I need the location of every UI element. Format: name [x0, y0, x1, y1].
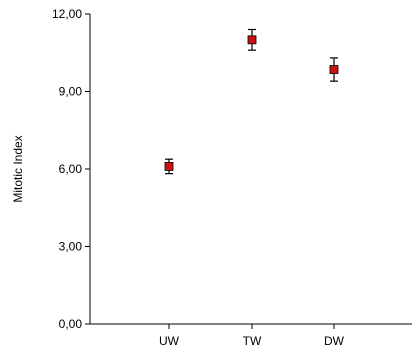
data-point	[164, 162, 174, 171]
x-tick-label: DW	[324, 334, 345, 348]
data-points	[164, 28, 339, 175]
y-tick-label: 9,00	[59, 85, 83, 99]
y-tick-label: 0,00	[59, 317, 83, 331]
axes	[89, 14, 412, 325]
y-axis-title: Mitotic Index	[11, 135, 25, 202]
x-tick-label: TW	[243, 334, 262, 348]
data-point	[247, 35, 257, 45]
x-ticks: UW TW DW	[159, 324, 345, 348]
data-point	[329, 65, 339, 74]
y-ticks: 0,00 3,00 6,00 9,00 12,00	[52, 7, 90, 331]
y-tick-label: 3,00	[59, 240, 83, 254]
y-tick-label: 6,00	[59, 162, 83, 176]
y-tick-label: 12,00	[52, 7, 82, 21]
x-tick-label: UW	[159, 334, 180, 348]
